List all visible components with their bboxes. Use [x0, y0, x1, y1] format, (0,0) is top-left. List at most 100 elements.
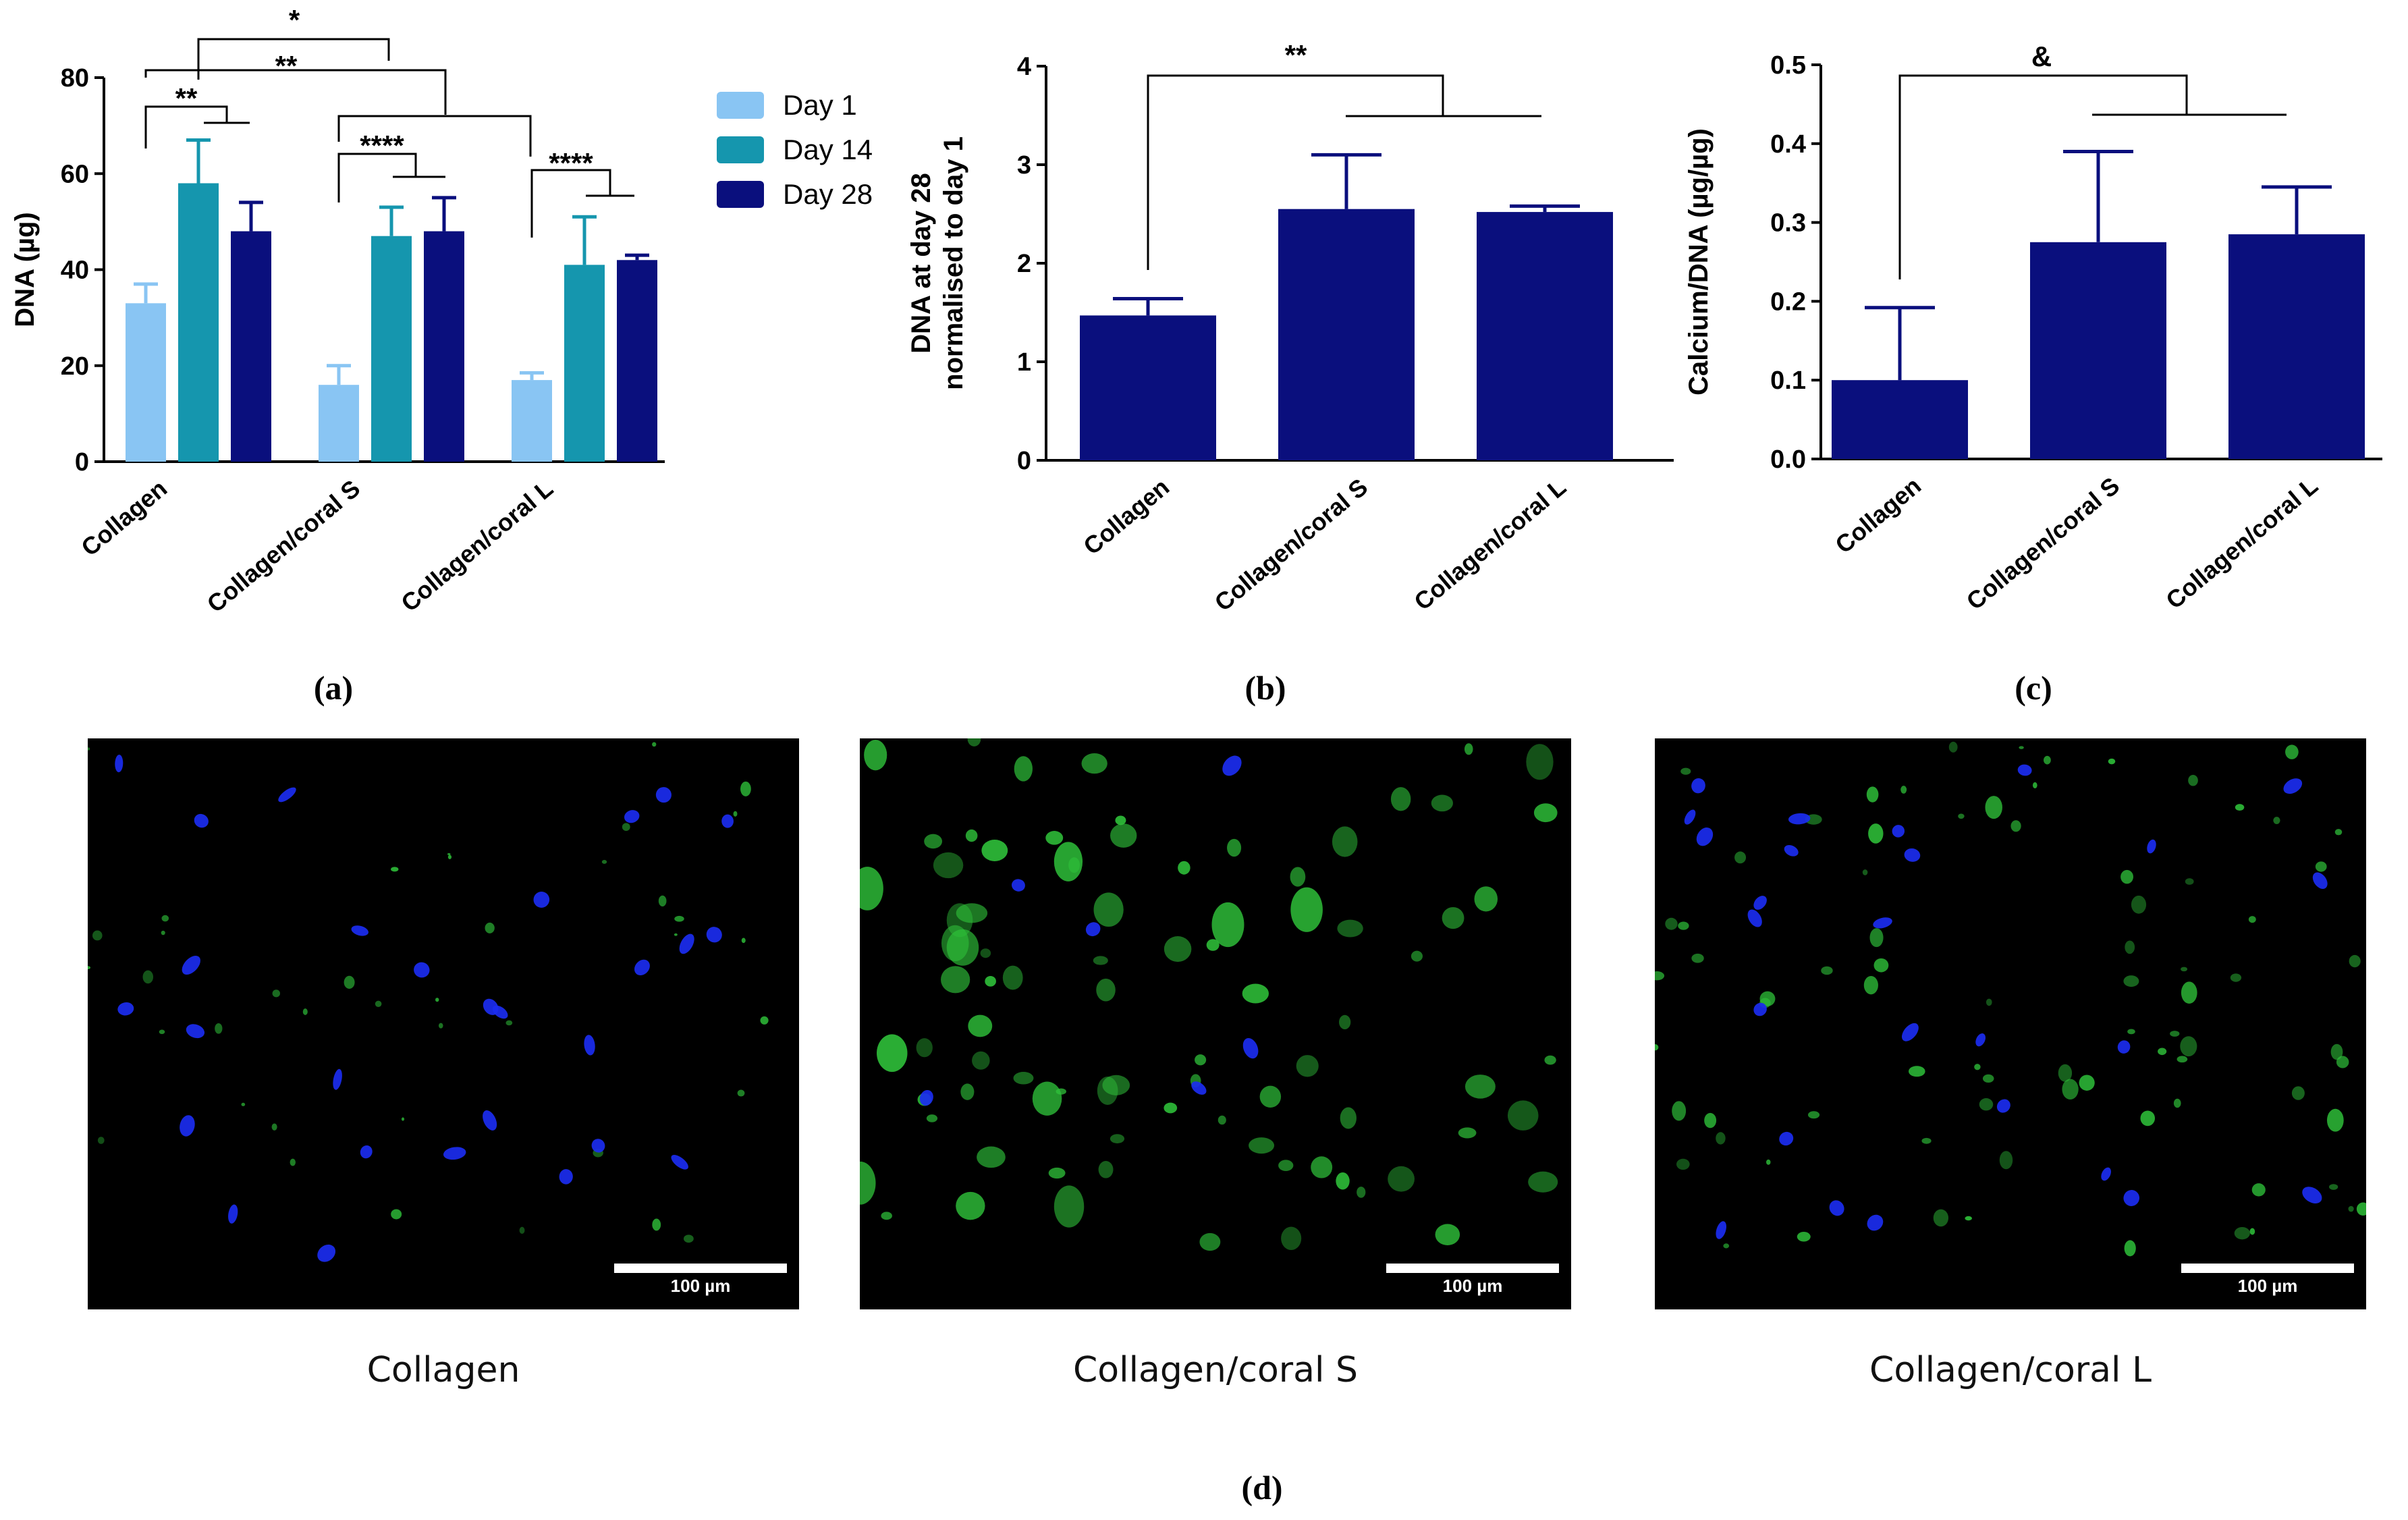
y-axis-label: DNA at day 28 [906, 173, 936, 354]
nucleus [1085, 922, 1101, 937]
green-spot [652, 1218, 661, 1231]
green-spot [1098, 1161, 1114, 1178]
bracket-sig [1898, 74, 2188, 279]
green-spot [2291, 1086, 2305, 1100]
green-spot [1464, 743, 1473, 755]
green-spot [1691, 953, 1704, 963]
green-spot [1032, 1081, 1062, 1116]
green-spot [2124, 1240, 2136, 1257]
bar [617, 260, 657, 462]
green-spot [864, 740, 887, 771]
green-spot [1678, 921, 1689, 930]
nucleus [333, 1068, 342, 1090]
bracket-link [337, 115, 532, 157]
green-spot [1259, 1085, 1282, 1108]
nucleus [1996, 1099, 2010, 1113]
green-spot [933, 852, 964, 879]
green-spot [1863, 975, 1878, 995]
nucleus [655, 787, 672, 803]
green-spot [1281, 1226, 1302, 1251]
nucleus [591, 1139, 605, 1153]
green-spot [1900, 786, 1907, 794]
x-tick-label: Collagen/coral S [1209, 473, 1373, 617]
green-spot [241, 1102, 246, 1106]
bracket-star-3 [144, 105, 228, 148]
green-spot [2181, 981, 2197, 1004]
y-axis-label: DNA (µg) [10, 212, 40, 327]
green-spot [271, 1123, 277, 1131]
green-spot [652, 742, 657, 747]
green-spot [601, 860, 607, 864]
bracket-sig [1147, 74, 1444, 270]
green-spot [926, 1114, 938, 1122]
green-spot [2356, 1202, 2366, 1216]
bar [371, 236, 412, 462]
y-axis-label-2: normalised to day 1 [939, 136, 968, 390]
caption-coral-s: Collagen/coral S [1073, 1350, 1358, 1390]
significance-label: **** [549, 147, 593, 179]
green-spot [658, 895, 667, 906]
green-spot [1081, 753, 1107, 774]
green-spot [1672, 1101, 1687, 1121]
green-spot [760, 1016, 769, 1025]
green-spot [1442, 906, 1465, 929]
bar [1477, 212, 1613, 460]
green-spot [344, 975, 355, 989]
x-tick-label: Collagen/coral S [202, 474, 365, 618]
green-spot [1097, 1077, 1118, 1105]
green-spot [2177, 1056, 2188, 1063]
green-spot [1045, 831, 1064, 845]
green-spot [1411, 950, 1423, 962]
green-spot [1178, 861, 1191, 875]
green-spot [2140, 1110, 2156, 1127]
green-spot [391, 867, 399, 872]
nucleus [1788, 813, 1811, 825]
nucleus [1975, 1033, 1986, 1047]
green-spot [2123, 975, 2139, 987]
green-spot [2181, 967, 2188, 972]
green-spot [1217, 1115, 1226, 1125]
green-spot [2158, 1048, 2167, 1056]
y-tick-label: 3 [1017, 151, 1031, 180]
green-spot [1985, 796, 2002, 819]
nucleus [2147, 839, 2156, 854]
nucleus [2017, 764, 2032, 776]
green-spot [290, 1158, 296, 1166]
green-spot [1766, 1159, 1771, 1165]
green-spot [960, 1083, 975, 1100]
green-spot [1435, 1224, 1460, 1245]
green-spot [485, 922, 495, 933]
bar [424, 231, 464, 462]
scale-bar [1386, 1264, 1559, 1273]
green-spot [92, 930, 103, 941]
green-spot [1296, 1055, 1319, 1077]
nucleus [1716, 1221, 1726, 1239]
green-spot [1465, 1075, 1496, 1099]
green-spot [2330, 1043, 2343, 1060]
green-spot [1336, 1172, 1350, 1190]
significance-label: ** [175, 82, 198, 114]
green-spot [375, 1000, 382, 1007]
bar [2030, 242, 2166, 459]
green-spot [1862, 869, 1868, 875]
green-spot [1807, 1111, 1820, 1119]
green-spot [674, 915, 684, 922]
green-spot [2348, 1205, 2354, 1212]
nucleus [533, 892, 550, 908]
green-spot [1866, 786, 1879, 803]
green-spot [1821, 966, 1833, 975]
green-spot [2188, 774, 2198, 786]
green-spot [877, 1034, 908, 1073]
micrograph-coral-l: 100 µm [1655, 738, 2366, 1309]
nucleus [624, 810, 640, 823]
green-spot [401, 1117, 405, 1121]
legend-label: Day 1 [783, 89, 857, 121]
y-tick-label: 0.3 [1770, 209, 1806, 238]
green-spot [1734, 851, 1747, 864]
green-spot [1093, 956, 1108, 965]
green-spot [272, 989, 281, 998]
green-spot [142, 970, 154, 984]
y-tick-label: 40 [61, 256, 89, 285]
panel-label-d: (d) [1241, 1469, 1283, 1507]
significance-label: ** [1285, 39, 1307, 71]
